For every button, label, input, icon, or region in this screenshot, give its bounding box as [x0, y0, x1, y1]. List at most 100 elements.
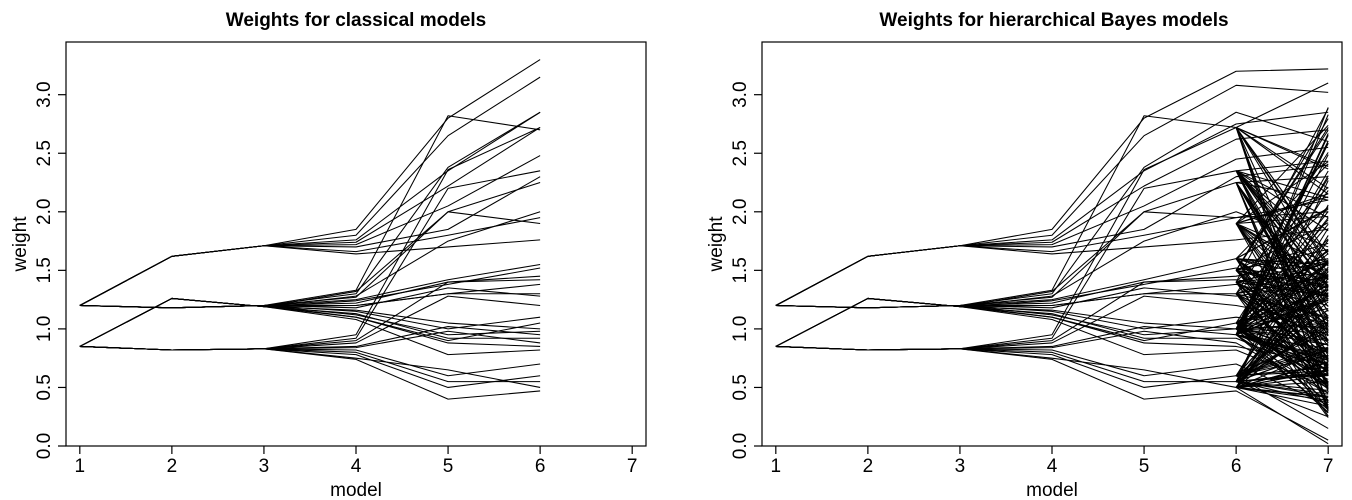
x-axis: 1 2 3 4 5 6 7 — [75, 446, 637, 477]
y-tick-label: 1.5 — [730, 257, 751, 283]
fan-line — [1235, 170, 1329, 357]
fan-line — [1235, 127, 1329, 393]
fan-line — [1235, 346, 1329, 377]
fan-line — [1235, 288, 1329, 330]
x-tick-label: 3 — [259, 456, 270, 477]
series-lines — [79, 59, 541, 400]
fan-line — [1235, 330, 1329, 377]
y-tick-label: 1.0 — [730, 316, 751, 342]
panel-hierarchical: Weights for hierarchical Bayes models 1 2… — [706, 10, 1343, 500]
fan-line — [1235, 242, 1329, 271]
fan-line — [1235, 180, 1329, 382]
fan-line — [1235, 334, 1329, 411]
series-line — [79, 239, 541, 306]
fan-line — [1235, 223, 1329, 300]
fan-line — [1235, 170, 1329, 199]
fan-line — [1235, 223, 1329, 317]
y-tick-label: 2.5 — [34, 140, 55, 166]
fan-line — [1235, 127, 1329, 195]
x-axis: 1 2 3 4 5 6 7 — [771, 446, 1334, 477]
fan-line — [1235, 223, 1329, 336]
x-tick-label: 5 — [443, 456, 454, 477]
fan-line — [1236, 386, 1329, 398]
fan-line — [1235, 223, 1329, 280]
fan-line — [1235, 293, 1329, 389]
fan-line — [1236, 386, 1329, 407]
series-line — [79, 304, 541, 330]
fan-line — [1235, 127, 1329, 280]
x-tick-label: 6 — [535, 456, 546, 477]
x-tick-label: 7 — [1323, 456, 1334, 477]
y-tick-label: 0.5 — [34, 374, 55, 400]
plot-frame — [65, 41, 647, 447]
fan-line — [1235, 292, 1329, 382]
fan-line — [1235, 127, 1329, 372]
y-axis: 0.0 0.5 1.0 1.5 2.0 2.5 3.0 — [34, 81, 66, 459]
fan-line — [1236, 182, 1329, 201]
fan-line — [1235, 170, 1329, 265]
fan-lines — [1235, 107, 1329, 418]
x-tick-label: 1 — [75, 456, 86, 477]
fan-line — [1235, 127, 1329, 170]
y-tick-label: 3.0 — [730, 81, 751, 107]
fan-line — [1235, 258, 1329, 331]
fan-line — [1235, 342, 1329, 377]
fan-line — [1235, 293, 1329, 362]
fan-line — [1235, 219, 1329, 330]
fan-line — [1236, 374, 1329, 388]
fan-line — [1236, 373, 1329, 383]
series-line — [79, 111, 541, 306]
series-line — [79, 304, 541, 347]
series-line — [79, 345, 541, 388]
y-tick-label: 0.5 — [730, 374, 751, 400]
x-axis-label: model — [1026, 480, 1078, 500]
series-line — [79, 111, 541, 309]
y-tick-label: 3.0 — [34, 81, 55, 107]
series-line — [79, 217, 541, 306]
x-tick-label: 2 — [863, 456, 874, 477]
y-tick-label: 1.5 — [34, 257, 55, 283]
fan-line — [1236, 354, 1329, 377]
fan-line — [1235, 182, 1329, 312]
x-tick-label: 4 — [351, 456, 362, 477]
fan-line — [1235, 258, 1329, 342]
x-tick-label: 3 — [955, 456, 966, 477]
x-tick-label: 5 — [1139, 456, 1150, 477]
series-lines — [775, 68, 1329, 445]
fan-line — [1235, 238, 1329, 336]
series-line — [79, 76, 541, 306]
y-tick-label: 2.0 — [730, 199, 751, 225]
fan-line — [1235, 196, 1329, 225]
fan-line — [1235, 223, 1329, 360]
panel-classical: Weights for classical models 1 2 3 4 5 6 7 0.0… — [10, 10, 647, 500]
fan-line — [1235, 127, 1329, 408]
fan-line — [1235, 309, 1329, 377]
fan-line — [1235, 269, 1329, 368]
y-axis: 0.0 0.5 1.0 1.5 2.0 2.5 3.0 — [730, 81, 762, 459]
fan-line — [1235, 108, 1329, 283]
series-line — [79, 297, 541, 356]
fan-line — [1235, 223, 1329, 264]
x-tick-label: 4 — [1047, 456, 1058, 477]
fan-line — [1235, 204, 1329, 382]
series-line — [79, 176, 541, 306]
fan-line — [1235, 142, 1329, 335]
fan-line — [1235, 281, 1329, 358]
x-tick-label: 2 — [167, 456, 178, 477]
y-tick-label: 2.5 — [730, 140, 751, 166]
fan-line — [1235, 281, 1329, 369]
fan-line — [1235, 124, 1329, 224]
fan-line — [1235, 334, 1329, 402]
y-tick-label: 1.0 — [34, 316, 55, 342]
y-axis-label: weight — [10, 216, 31, 273]
fan-line — [1236, 366, 1329, 377]
fan-line — [1236, 260, 1329, 283]
y-tick-label: 0.0 — [34, 433, 55, 459]
series-line — [79, 115, 541, 309]
x-tick-label: 1 — [771, 456, 782, 477]
y-tick-label: 0.0 — [730, 433, 751, 459]
x-tick-label: 6 — [1231, 456, 1242, 477]
fan-line — [1235, 135, 1329, 335]
fan-line — [1235, 278, 1329, 388]
